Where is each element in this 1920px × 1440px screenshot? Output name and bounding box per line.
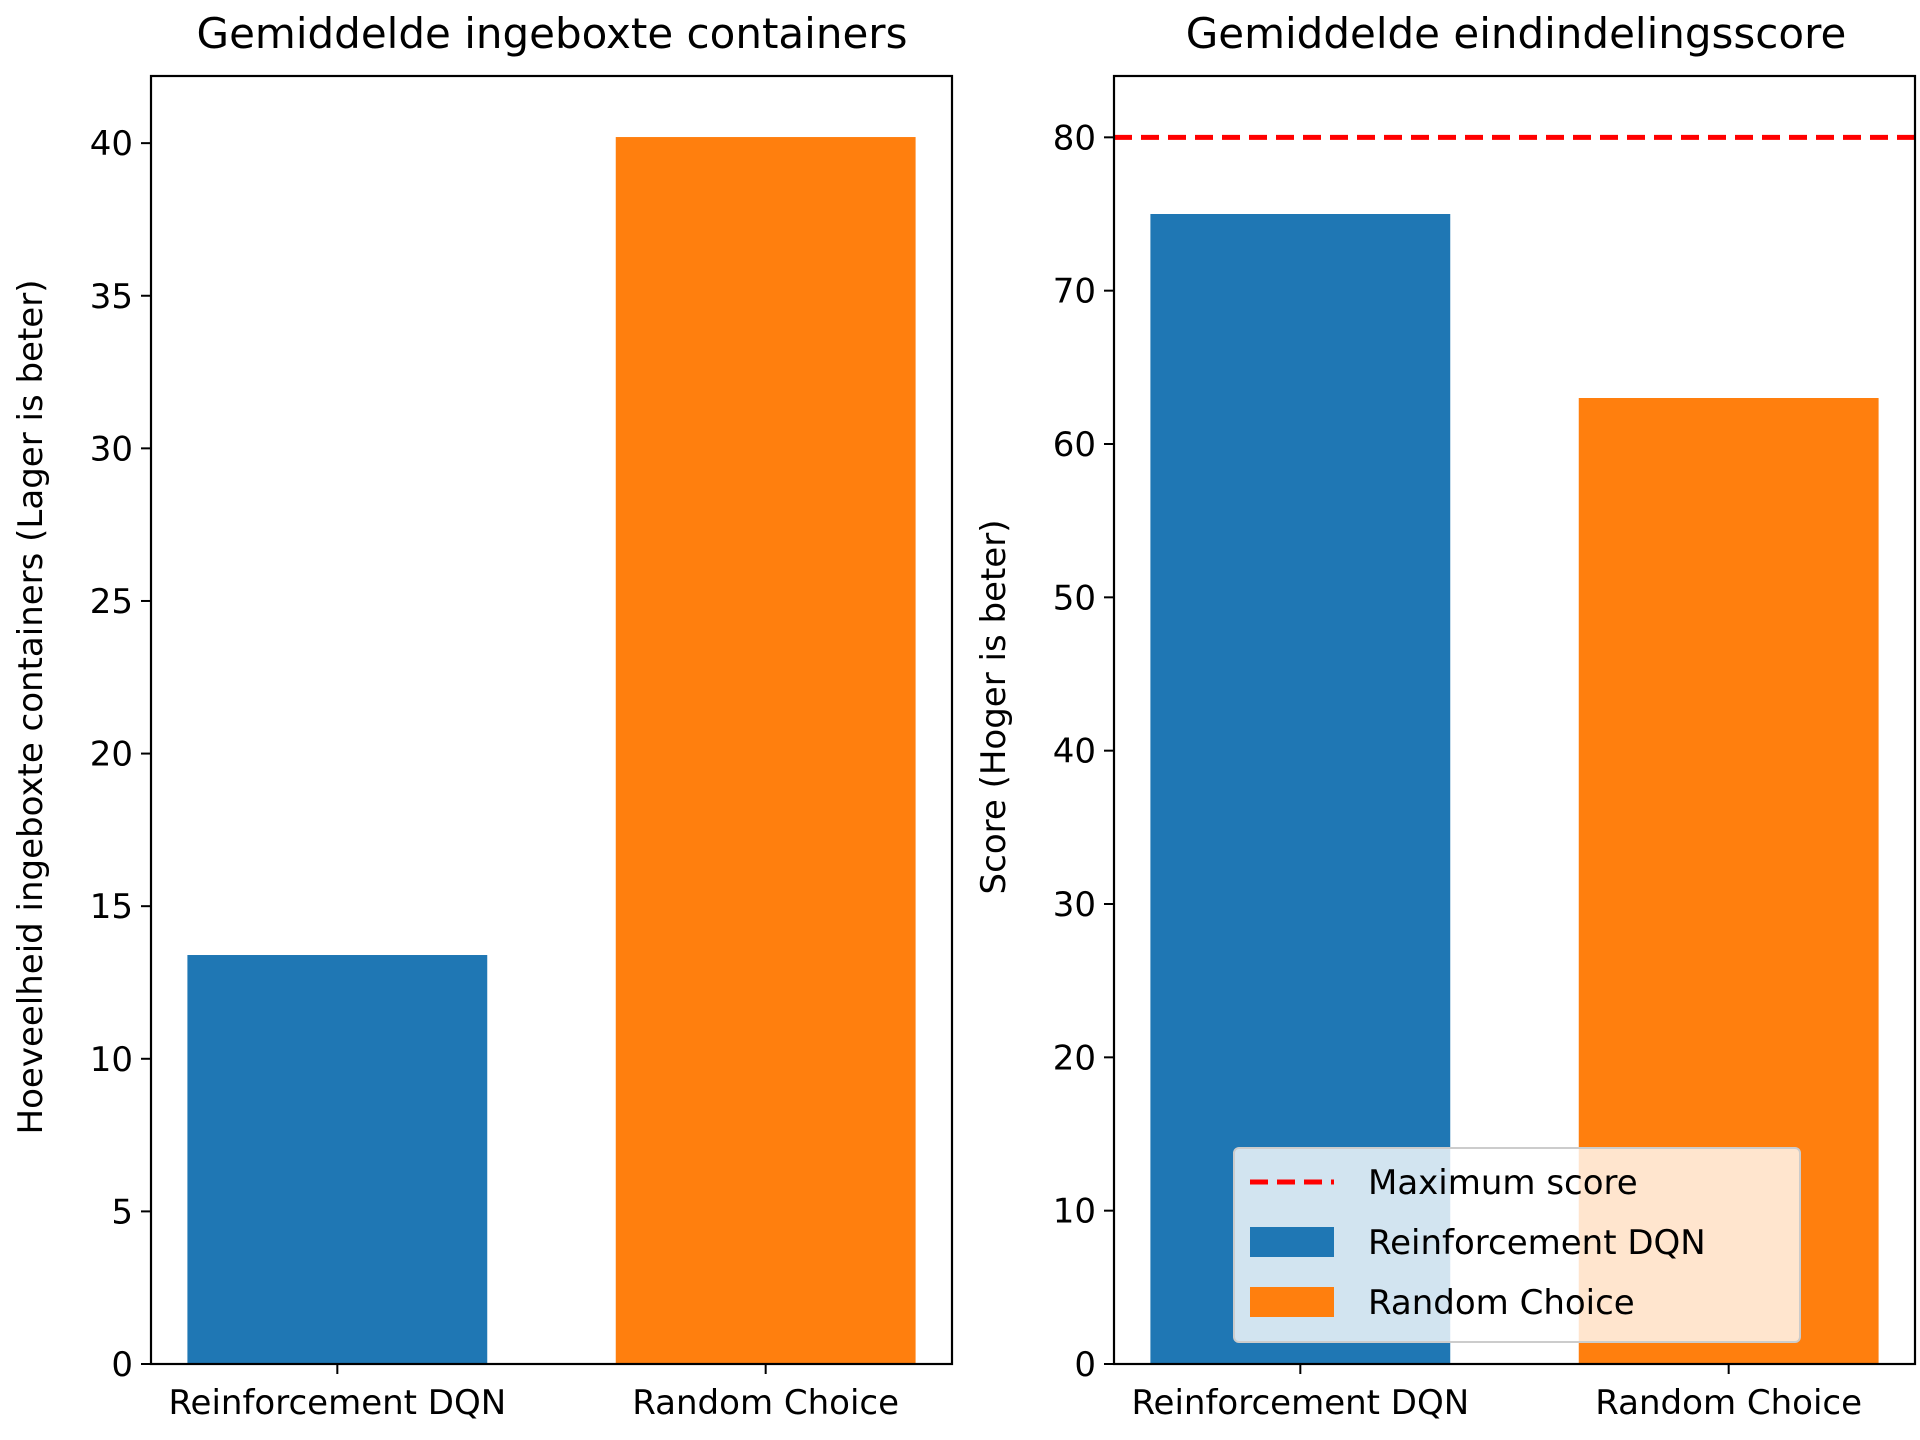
legend-swatch — [1250, 1287, 1334, 1317]
y-ticks: 0 5 10 15 20 25 30 35 40 — [90, 124, 151, 1385]
bar-random-choice — [615, 137, 916, 1365]
legend-label: Random Choice — [1368, 1283, 1635, 1323]
bar-reinforcement-dqn — [187, 955, 488, 1364]
y-axis-label: Score (Hoger is beter) — [974, 520, 1014, 895]
plot-frame — [1112, 74, 1917, 1366]
y-tick-label: 80 — [1053, 118, 1096, 158]
y-tick-label: 25 — [90, 582, 133, 622]
y-tick-label: 15 — [90, 887, 133, 927]
y-tick-label: 60 — [1053, 425, 1096, 465]
legend-swatch — [1250, 1227, 1334, 1257]
y-tick-label: 35 — [90, 277, 133, 317]
y-axis-label: Hoeveelheid ingeboxte containers (Lager … — [11, 280, 51, 1135]
x-tick-label: Reinforcement DQN — [168, 1383, 506, 1423]
chart-title: Gemiddelde ingeboxte containers — [197, 9, 908, 58]
y-tick-label: 10 — [1053, 1192, 1096, 1232]
legend-label: Reinforcement DQN — [1368, 1223, 1706, 1263]
x-ticks: Reinforcement DQN Random Choice — [1131, 1364, 1862, 1423]
legend-label: Maximum score — [1368, 1163, 1638, 1203]
chart-title: Gemiddelde eindindelingsscore — [1186, 9, 1847, 58]
y-tick-label: 0 — [111, 1345, 133, 1385]
x-tick-label: Random Choice — [1595, 1383, 1862, 1423]
x-ticks: Reinforcement DQN Random Choice — [168, 1364, 899, 1423]
y-tick-label: 20 — [90, 735, 133, 775]
y-tick-label: 30 — [90, 429, 133, 469]
y-tick-label: 40 — [90, 124, 133, 164]
chart-panel-right: Gemiddelde eindindelingsscore Score (Hog… — [974, 9, 1917, 1423]
y-tick-label: 5 — [111, 1192, 133, 1232]
chart-panel-left: Gemiddelde ingeboxte containers Hoeveelh… — [11, 9, 954, 1423]
legend: Maximum score Reinforcement DQN Random C… — [1233, 1147, 1801, 1343]
y-ticks: 0 10 20 30 40 50 60 70 80 — [1053, 118, 1114, 1385]
legend-box — [1233, 1147, 1801, 1343]
x-tick-label: Random Choice — [632, 1383, 899, 1423]
y-tick-label: 40 — [1053, 732, 1096, 772]
x-tick-label: Reinforcement DQN — [1131, 1383, 1469, 1423]
plot-frame — [149, 74, 954, 1366]
y-tick-label: 70 — [1053, 272, 1096, 312]
bars — [187, 137, 916, 1365]
y-tick-label: 0 — [1074, 1345, 1096, 1385]
y-tick-label: 50 — [1053, 578, 1096, 618]
y-tick-label: 20 — [1053, 1038, 1096, 1078]
y-tick-label: 30 — [1053, 885, 1096, 925]
y-tick-label: 10 — [90, 1040, 133, 1080]
